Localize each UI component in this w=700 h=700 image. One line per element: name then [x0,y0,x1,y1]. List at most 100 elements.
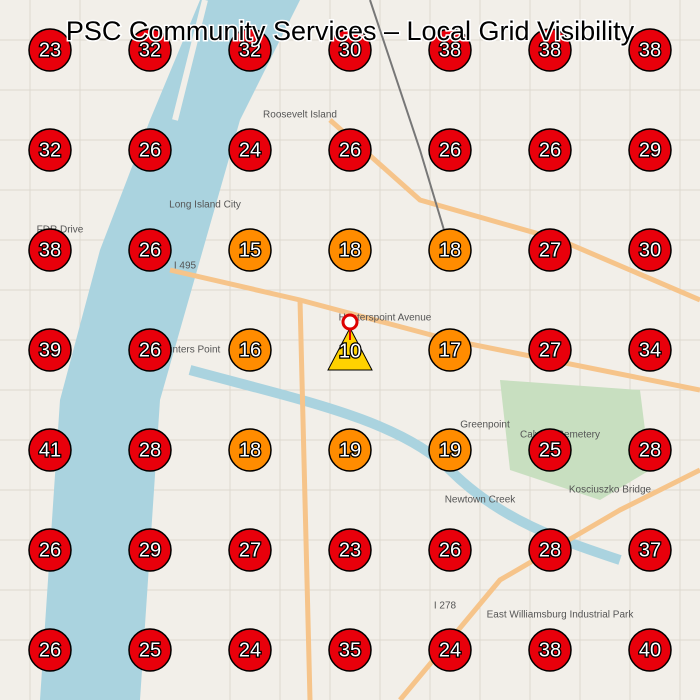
cell-value: 38 [639,39,661,61]
marker-circle [428,228,472,272]
map-label: FDR Drive [37,225,84,236]
cell-value: 30 [639,239,661,261]
marker-circle [428,428,472,472]
map-label: Long Island City [169,200,241,211]
map-label: I 495 [174,261,197,272]
marker-circle [28,428,72,472]
cell-value: 27 [539,239,561,261]
cell-value: 28 [639,439,661,461]
cell-value: 39 [39,339,61,361]
marker-circle [28,28,72,72]
marker-circle [628,228,672,272]
marker-circle [428,128,472,172]
map-label: Hunterspoint Avenue [339,313,432,324]
marker-circle [128,628,172,672]
marker-circle [228,428,272,472]
cell-value: 24 [439,639,461,661]
marker-circle [228,628,272,672]
cell-value: 18 [239,439,261,461]
marker-circle [428,28,472,72]
cell-value: 23 [39,39,61,61]
cell-value: 24 [239,639,261,661]
map-label: Greenpoint [460,420,510,431]
marker-circle [428,628,472,672]
cell-value: 26 [439,139,461,161]
map-label: East Williamsburg Industrial Park [487,610,635,621]
cell-value: 40 [639,639,661,661]
cell-value: 29 [139,539,161,561]
marker-circle [428,328,472,372]
location-pin [341,313,359,340]
map-label: Newtown Creek [445,495,517,506]
marker-circle [628,128,672,172]
cell-value: 25 [539,439,561,461]
cell-value: 10 [339,340,361,362]
cell-value: 32 [139,39,161,61]
cell-value: 32 [39,139,61,161]
cell-value: 26 [339,139,361,161]
cell-value: 26 [139,139,161,161]
cell-value: 38 [539,39,561,61]
marker-circle [128,128,172,172]
marker-circle [528,628,572,672]
marker-circle [328,228,372,272]
marker-circle [228,128,272,172]
marker-circle [128,228,172,272]
cemetery [500,380,650,500]
marker-circle [28,628,72,672]
marker-circle [628,328,672,372]
marker-circle [328,128,372,172]
cell-value: 32 [239,39,261,61]
marker-circle [528,28,572,72]
cell-value: 28 [139,439,161,461]
marker-circle [28,228,72,272]
marker-circle [128,528,172,572]
cell-value: 18 [339,239,361,261]
cell-value: 26 [139,239,161,261]
marker-circle [128,428,172,472]
cell-value: 16 [239,339,261,361]
cell-value: 19 [339,439,361,461]
marker-circle [228,228,272,272]
cell-value: 27 [539,339,561,361]
marker-circle [128,28,172,72]
marker-circle [528,528,572,572]
cell-value: 25 [139,639,161,661]
map-label: Hunters Point [160,345,221,356]
marker-circle [228,328,272,372]
marker-circle [628,28,672,72]
cell-value: 26 [39,539,61,561]
cell-value: 38 [539,639,561,661]
rail [369,0,451,251]
marker-circle [128,328,172,372]
map-label: Kosciuszko Bridge [569,485,652,496]
marker-circle [228,528,272,572]
cell-value: 18 [439,239,461,261]
cell-value: 26 [539,139,561,161]
marker-circle [628,628,672,672]
map-label: I 278 [434,601,457,612]
marker-circle [328,528,372,572]
cell-value: 24 [239,139,261,161]
marker-circle [328,428,372,472]
cell-value: 19 [439,439,461,461]
roosevelt-island [172,0,208,121]
marker-circle [528,128,572,172]
cell-value: 26 [39,639,61,661]
marker-circle [428,528,472,572]
cell-value: 29 [639,139,661,161]
marker-circle [328,628,372,672]
marker-circle [628,528,672,572]
cell-value: 41 [39,439,61,461]
title: PSC Community Services – Local Grid Visi… [66,16,635,46]
marker-circle [228,28,272,72]
marker-circle [528,428,572,472]
marker-circle [28,128,72,172]
cell-value: 30 [339,39,361,61]
cell-value: 28 [539,539,561,561]
cell-value: 38 [439,39,461,61]
cell-value: 23 [339,539,361,561]
cell-value: 26 [139,339,161,361]
marker-circle [628,428,672,472]
